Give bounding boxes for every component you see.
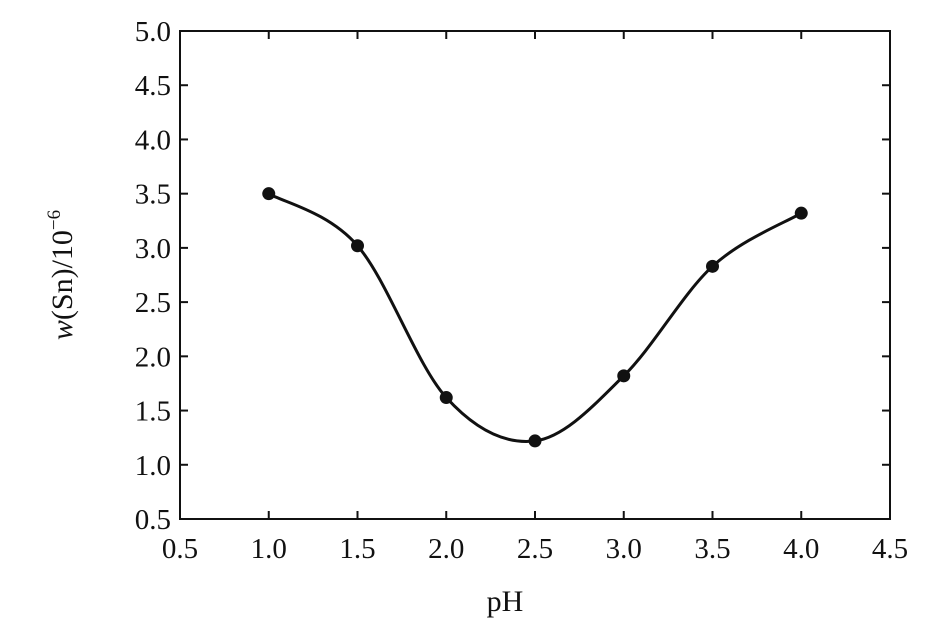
x-tick-label: 1.0 bbox=[251, 533, 287, 565]
data-point bbox=[706, 259, 719, 273]
data-point bbox=[528, 434, 542, 448]
y-tick-label: 2.5 bbox=[135, 287, 171, 319]
y-tick-label: 3.0 bbox=[135, 233, 171, 265]
data-point bbox=[794, 206, 808, 220]
y-tick-label: 0.5 bbox=[135, 504, 171, 536]
y-tick-label: 5.0 bbox=[135, 16, 171, 48]
series-line bbox=[267, 192, 803, 443]
y-tick-label: 2.0 bbox=[135, 341, 171, 373]
y-axis-title-main: (Sn)/10 bbox=[46, 230, 79, 320]
y-axis-title-exponent: −6 bbox=[44, 210, 65, 230]
y-tick-label: 1.5 bbox=[135, 396, 171, 428]
data-point bbox=[351, 239, 364, 253]
x-tick-label: 4.5 bbox=[872, 533, 908, 565]
y-tick-label: 4.5 bbox=[135, 70, 171, 102]
y-axis-title-variable: w bbox=[46, 320, 79, 340]
data-points bbox=[262, 187, 808, 448]
y-tick-label: 4.0 bbox=[135, 124, 171, 156]
x-tick-label: 0.5 bbox=[162, 533, 198, 565]
data-point bbox=[262, 187, 276, 201]
y-axis-title: w(Sn)/10−6 bbox=[44, 210, 79, 340]
x-tick-label: 1.5 bbox=[339, 533, 375, 565]
y-tick-label: 3.5 bbox=[135, 179, 171, 211]
x-tick-label: 3.5 bbox=[694, 533, 730, 565]
x-tick-label: 4.0 bbox=[783, 533, 819, 565]
x-tick-label: 2.0 bbox=[428, 533, 464, 565]
data-point bbox=[617, 369, 631, 383]
x-tick-label: 2.5 bbox=[517, 533, 553, 565]
x-axis: 0.5 1.0 1.5 2.0 2.5 3.0 3.5 4.0 4.5 bbox=[162, 31, 908, 565]
x-axis-title: pH bbox=[487, 585, 524, 618]
y-axis: 0.5 1.0 1.5 2.0 2.5 3.0 3.5 4.0 4.5 5.0 bbox=[135, 16, 890, 536]
x-tick-label: 3.0 bbox=[606, 533, 642, 565]
y-tick-label: 1.0 bbox=[135, 450, 171, 482]
data-point bbox=[439, 391, 453, 405]
